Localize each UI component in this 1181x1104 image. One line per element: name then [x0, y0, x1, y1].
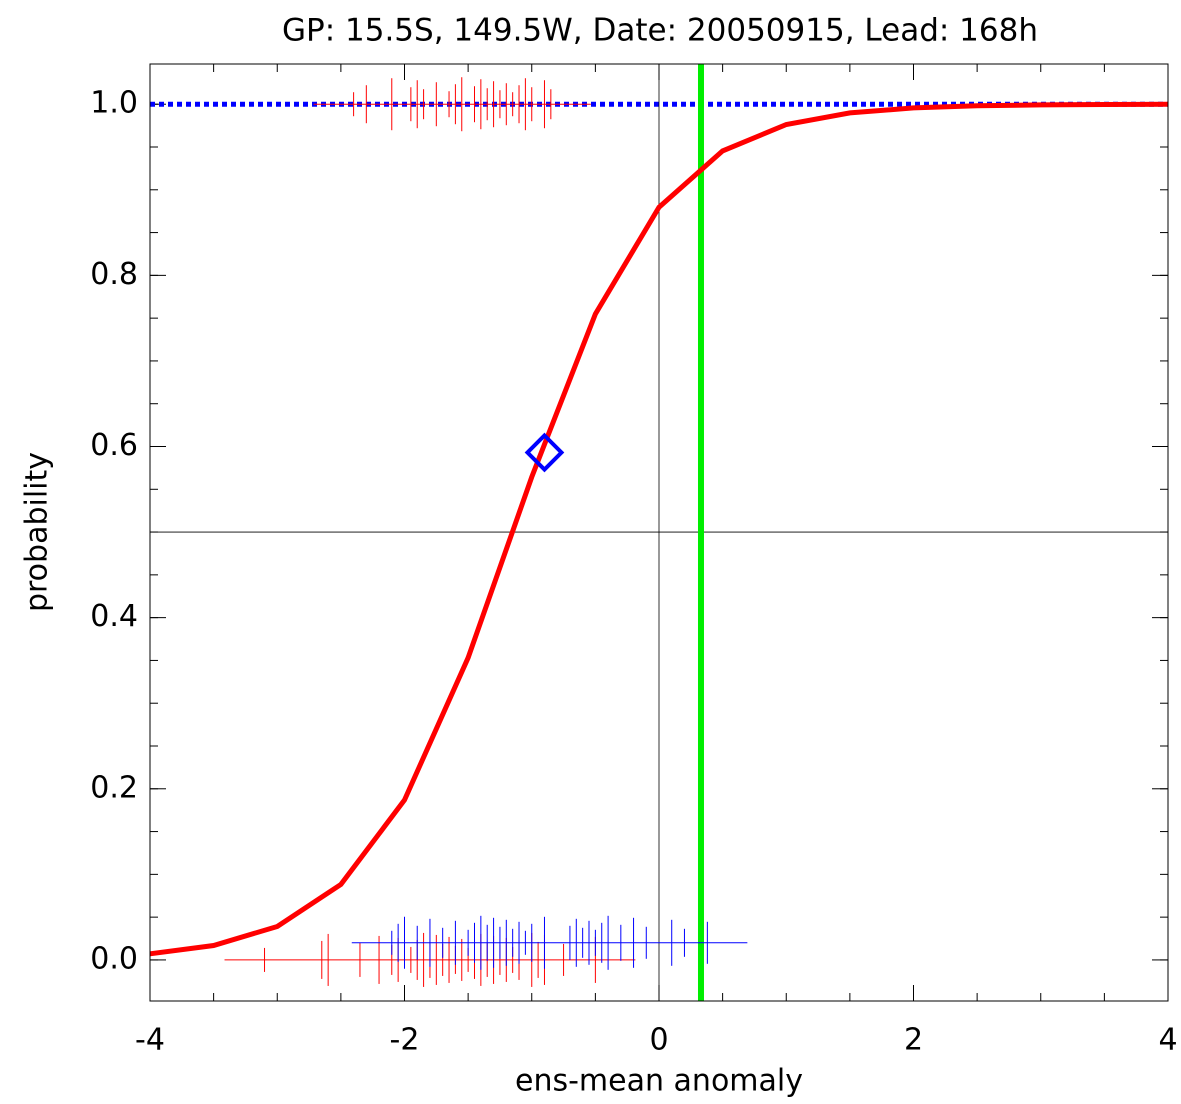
x-tick-label: -2	[390, 1023, 420, 1058]
y-tick-label: 0.4	[90, 599, 138, 634]
x-tick-label: 4	[1158, 1023, 1177, 1058]
y-tick-label: 0.8	[90, 257, 138, 292]
x-tick-label: -4	[135, 1023, 165, 1058]
y-tick-label: 0.6	[90, 428, 138, 463]
x-tick-label: 2	[904, 1023, 923, 1058]
plot-frame	[149, 63, 1169, 1002]
chart-title: GP: 15.5S, 149.5W, Date: 20050915, Lead:…	[282, 13, 1038, 49]
y-tick-label: 0.2	[90, 770, 138, 805]
marker	[524, 432, 565, 473]
x-axis-label: ens-mean anomaly	[515, 1064, 803, 1099]
y-tick-label: 0.0	[90, 941, 138, 976]
y-axis-label: probability	[20, 452, 55, 612]
x-tick-label: 0	[649, 1023, 668, 1058]
y-tick-label: 1.0	[90, 86, 138, 121]
curve	[149, 101, 1169, 957]
